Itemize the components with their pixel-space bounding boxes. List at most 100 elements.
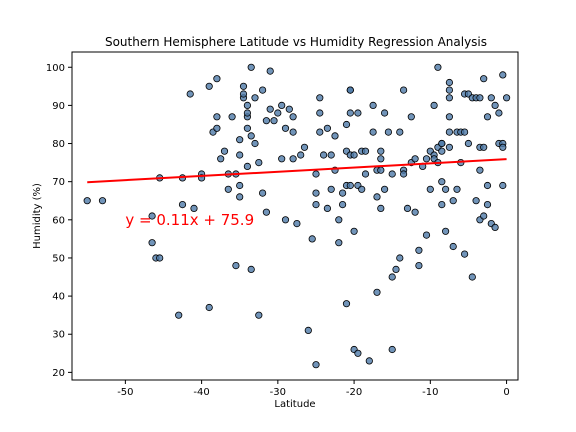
data-point bbox=[323, 124, 331, 132]
data-point bbox=[377, 147, 385, 155]
data-point bbox=[228, 113, 236, 121]
data-point bbox=[354, 349, 362, 357]
data-point bbox=[460, 128, 469, 136]
data-point bbox=[331, 132, 339, 140]
data-point bbox=[438, 178, 446, 186]
data-point bbox=[373, 193, 381, 201]
data-point bbox=[384, 128, 392, 136]
data-point bbox=[399, 170, 408, 178]
y-axis-ticks: 20 30 40 50 60 70 80 90 100 bbox=[46, 63, 72, 379]
data-point bbox=[495, 109, 503, 117]
data-point bbox=[346, 109, 354, 117]
data-point bbox=[483, 181, 492, 190]
data-point bbox=[377, 155, 385, 163]
data-point bbox=[491, 223, 499, 231]
data-point bbox=[297, 151, 305, 159]
data-point bbox=[342, 300, 351, 308]
data-point bbox=[335, 239, 343, 247]
data-point bbox=[422, 155, 431, 163]
data-point bbox=[361, 170, 370, 178]
data-point bbox=[422, 231, 431, 239]
data-point bbox=[247, 132, 255, 140]
y-tick-label: 50 bbox=[52, 253, 65, 264]
data-point bbox=[403, 204, 412, 212]
data-point bbox=[335, 216, 343, 224]
data-point bbox=[186, 90, 194, 98]
data-point bbox=[499, 143, 507, 151]
data-point bbox=[323, 204, 331, 212]
data-point bbox=[83, 197, 91, 205]
data-point bbox=[220, 147, 229, 155]
data-point bbox=[361, 147, 370, 155]
data-point bbox=[232, 261, 240, 270]
data-point bbox=[445, 113, 453, 121]
data-point bbox=[281, 124, 290, 132]
data-point bbox=[483, 201, 492, 209]
data-point bbox=[369, 101, 377, 110]
data-point bbox=[445, 143, 453, 151]
data-point bbox=[304, 326, 312, 334]
data-point bbox=[373, 288, 381, 296]
data-point bbox=[415, 261, 423, 270]
regression-line bbox=[87, 158, 507, 184]
data-point bbox=[358, 185, 366, 193]
data-point bbox=[262, 117, 270, 125]
data-point bbox=[346, 181, 354, 190]
chart-title: Southern Hemisphere Latitude vs Humidity… bbox=[105, 35, 487, 49]
data-point bbox=[319, 151, 328, 159]
data-point bbox=[316, 109, 324, 117]
data-point bbox=[399, 86, 408, 94]
data-point bbox=[392, 265, 400, 273]
data-point bbox=[453, 185, 461, 193]
data-point bbox=[411, 155, 419, 163]
data-point bbox=[213, 75, 221, 83]
y-tick-label: 90 bbox=[52, 101, 65, 112]
x-axis-ticks: -50 -40 -30 -20 -10 0 bbox=[117, 380, 510, 398]
data-point bbox=[434, 63, 442, 71]
data-point bbox=[365, 357, 373, 365]
data-point bbox=[327, 151, 335, 159]
data-point bbox=[243, 162, 251, 170]
data-point bbox=[502, 94, 511, 102]
data-point bbox=[243, 109, 251, 117]
y-axis-label: Humidity (%) bbox=[32, 183, 43, 249]
data-point bbox=[338, 189, 347, 197]
data-point bbox=[445, 128, 453, 136]
data-point bbox=[407, 113, 415, 121]
data-point bbox=[491, 101, 499, 110]
x-tick-label: -10 bbox=[422, 387, 438, 398]
data-point bbox=[350, 151, 358, 159]
data-point bbox=[388, 170, 396, 178]
y-tick-label: 100 bbox=[46, 63, 65, 74]
data-point bbox=[327, 185, 335, 193]
data-point bbox=[388, 345, 396, 354]
regression-layer: y = 0.11x + 75.9 bbox=[87, 158, 507, 229]
data-point bbox=[236, 181, 244, 190]
data-point bbox=[476, 166, 484, 174]
data-point bbox=[499, 71, 507, 79]
data-point bbox=[377, 204, 385, 212]
data-point bbox=[350, 227, 358, 235]
y-tick-label: 20 bbox=[52, 368, 65, 379]
data-point bbox=[156, 254, 164, 262]
data-point bbox=[438, 139, 446, 148]
data-point bbox=[312, 201, 320, 209]
y-tick-label: 60 bbox=[52, 215, 65, 226]
x-tick-label: -20 bbox=[346, 387, 362, 398]
data-point bbox=[308, 235, 316, 243]
data-point bbox=[438, 147, 446, 155]
data-point bbox=[460, 250, 469, 258]
data-point bbox=[445, 94, 453, 102]
data-point bbox=[213, 113, 221, 121]
data-point bbox=[281, 216, 290, 224]
data-point bbox=[190, 204, 198, 212]
data-point bbox=[258, 86, 267, 94]
data-point bbox=[396, 254, 404, 262]
data-point bbox=[312, 170, 320, 178]
data-point bbox=[338, 201, 347, 209]
data-point bbox=[243, 101, 251, 110]
data-point bbox=[441, 227, 450, 235]
data-point bbox=[224, 185, 232, 193]
data-point bbox=[148, 212, 156, 220]
data-point bbox=[480, 143, 488, 151]
